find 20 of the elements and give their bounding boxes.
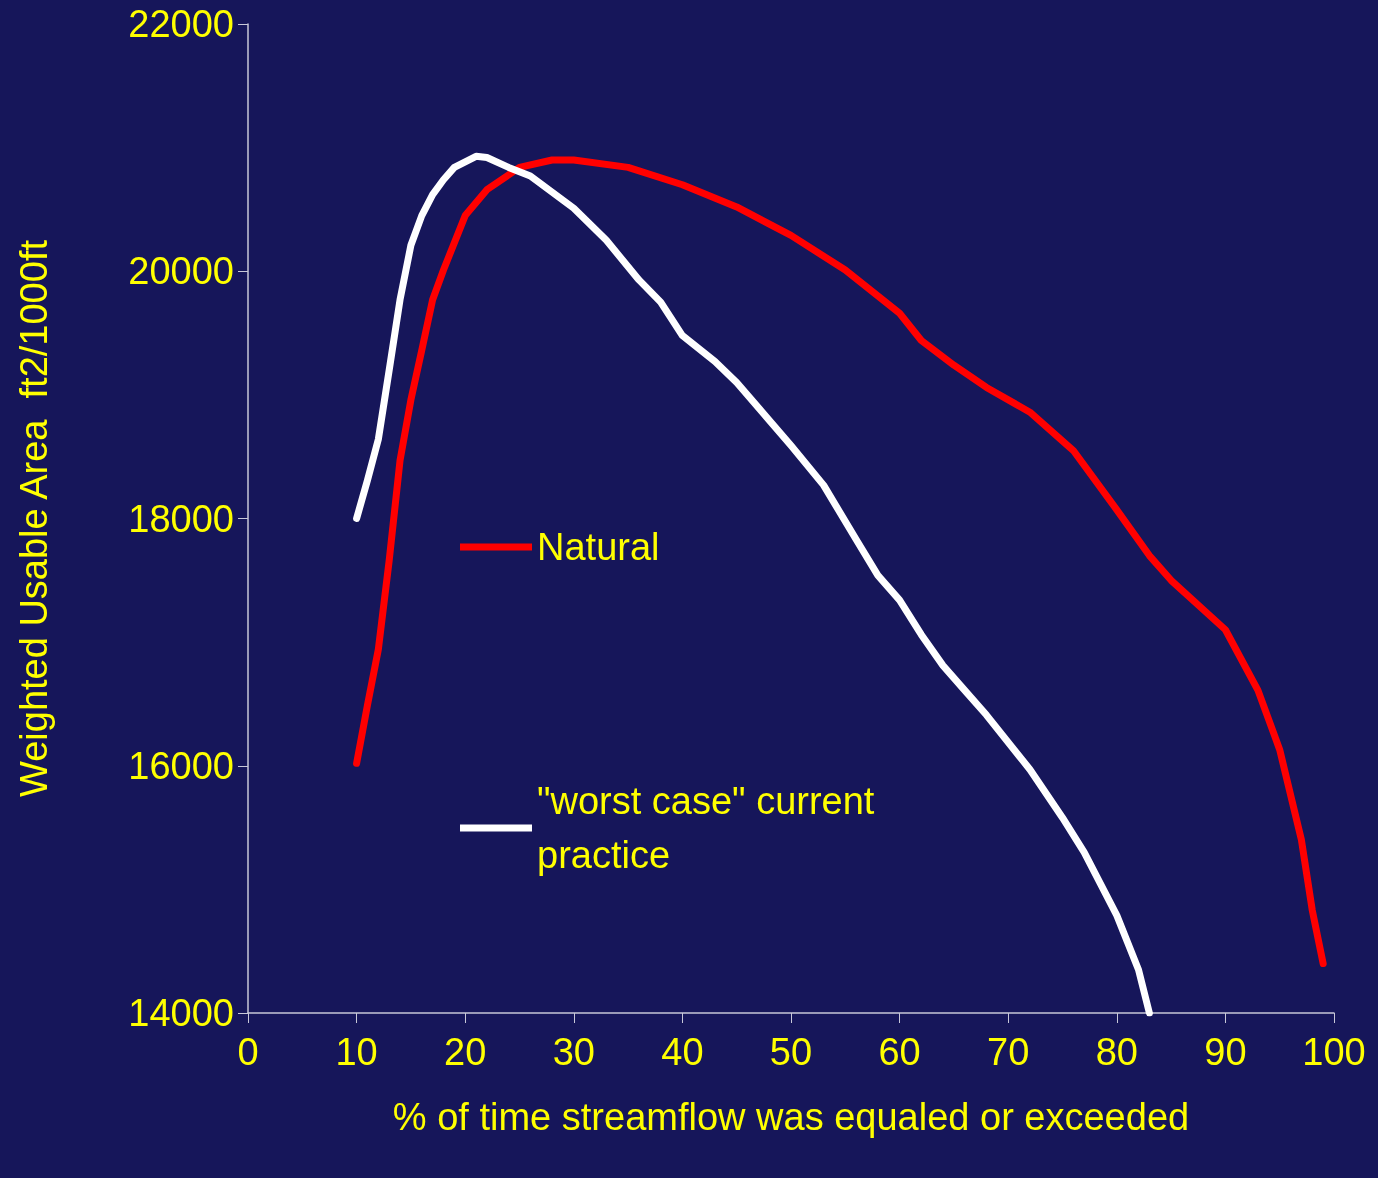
x-tick-label: 80 (1095, 1031, 1138, 1073)
legend-label: "worst case" current practice (537, 780, 885, 876)
x-tick-label: 50 (769, 1031, 813, 1073)
x-tick-label: 20 (444, 1031, 487, 1073)
y-tick-label: 16000 (128, 744, 234, 787)
x-tick-label: 60 (878, 1031, 921, 1073)
y-tick-label: 22000 (128, 3, 234, 45)
y-axis-title: Weighted Usable Area ft2/1000ft (13, 239, 55, 797)
y-tick-label: 14000 (128, 992, 234, 1034)
legend-label: Natural (537, 526, 660, 568)
x-tick-label: 40 (661, 1031, 704, 1073)
y-tick-label: 20000 (128, 250, 234, 293)
y-tick-label: 18000 (128, 497, 234, 540)
x-axis-title: % of time streamflow was equaled or exceeded (392, 1096, 1190, 1138)
x-tick-label: 10 (335, 1031, 378, 1073)
x-tick-label: 0 (237, 1031, 259, 1073)
x-tick-label: 100 (1302, 1031, 1366, 1073)
x-tick-label: 90 (1204, 1031, 1247, 1073)
x-tick-label: 30 (552, 1031, 595, 1073)
x-tick-label: 70 (987, 1031, 1030, 1073)
